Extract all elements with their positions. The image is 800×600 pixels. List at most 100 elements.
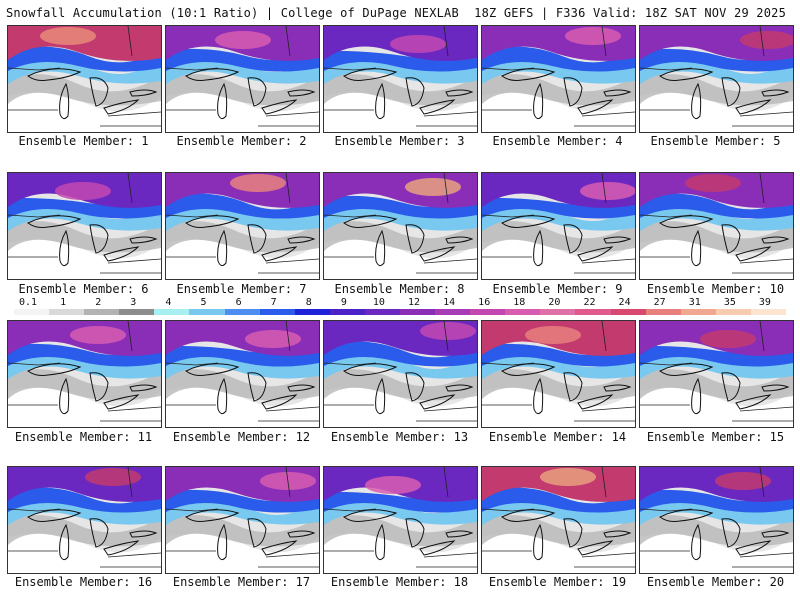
color-scale-swatch — [610, 309, 646, 315]
snowfall-map — [166, 321, 319, 427]
ensemble-member-label: Ensemble Member: 20 — [646, 575, 785, 589]
ensemble-map-panel — [7, 466, 162, 574]
color-scale-swatch — [750, 309, 786, 315]
ensemble-map-panel — [639, 320, 794, 428]
color-scale-swatch — [49, 309, 85, 315]
ensemble-member-label: Ensemble Member: 9 — [492, 282, 623, 296]
color-scale-tick-label: 18 — [513, 297, 526, 308]
ensemble-map-panel — [7, 172, 162, 280]
ensemble-map-panel — [165, 172, 320, 280]
color-scale-tick-label: 16 — [478, 297, 491, 308]
color-scale-swatch — [680, 309, 716, 315]
snowfall-map — [8, 321, 161, 427]
ensemble-map-panel — [7, 320, 162, 428]
ensemble-map-panel — [481, 25, 636, 133]
color-scale-tick-label: 39 — [758, 297, 771, 308]
ensemble-map-panel — [639, 466, 794, 574]
ensemble-map-panel — [323, 466, 478, 574]
snowfall-map — [166, 26, 319, 132]
color-scale-swatch — [435, 309, 471, 315]
snowfall-map — [640, 321, 793, 427]
ensemble-member-label: Ensemble Member: 16 — [14, 575, 153, 589]
ensemble-member-label: Ensemble Member: 10 — [646, 282, 785, 296]
color-scale-tick-label: 9 — [340, 297, 347, 308]
color-scale-tick-label: 31 — [688, 297, 701, 308]
snowfall-map — [324, 26, 477, 132]
snowfall-map — [640, 467, 793, 573]
ensemble-map-panel — [165, 466, 320, 574]
color-scale-tick-label: 2 — [95, 297, 102, 308]
color-scale-swatch — [14, 309, 50, 315]
ensemble-map-panel — [323, 320, 478, 428]
snowfall-map — [324, 173, 477, 279]
snowfall-map — [482, 173, 635, 279]
ensemble-member-label: Ensemble Member: 14 — [488, 430, 627, 444]
color-scale-swatch — [154, 309, 190, 315]
color-scale-tick-label: 4 — [165, 297, 172, 308]
color-scale-tick-label: 3 — [130, 297, 137, 308]
snowfall-color-scale: 0.1 1 2 3 4 5 6 7 8 9 10 12 14 16 18 20 22 24 27 31 35 39 — [14, 297, 786, 317]
color-scale-tick-label: 22 — [583, 297, 596, 308]
ensemble-map-panel — [481, 172, 636, 280]
color-scale-tick-label: 27 — [653, 297, 666, 308]
color-scale-tick-label: 0.1 — [19, 297, 38, 308]
ensemble-member-label: Ensemble Member: 13 — [330, 430, 469, 444]
ensemble-member-label: Ensemble Member: 1 — [18, 134, 149, 148]
ensemble-member-label: Ensemble Member: 7 — [176, 282, 307, 296]
snowfall-map — [482, 26, 635, 132]
color-scale-tick-label: 12 — [408, 297, 421, 308]
snowfall-map — [8, 173, 161, 279]
color-scale-swatch — [364, 309, 400, 315]
ensemble-map-panel — [481, 466, 636, 574]
color-scale-swatch — [224, 309, 260, 315]
ensemble-member-label: Ensemble Member: 8 — [334, 282, 465, 296]
ensemble-member-label: Ensemble Member: 11 — [14, 430, 153, 444]
color-scale-tick-label: 20 — [548, 297, 561, 308]
color-scale-tick-label: 8 — [305, 297, 312, 308]
color-scale-tick-label: 14 — [443, 297, 456, 308]
ensemble-map-panel — [639, 172, 794, 280]
ensemble-member-label: Ensemble Member: 3 — [334, 134, 465, 148]
color-scale-swatch — [575, 309, 611, 315]
snowfall-map — [324, 467, 477, 573]
color-scale-tick-label: 7 — [270, 297, 277, 308]
ensemble-member-label: Ensemble Member: 5 — [650, 134, 781, 148]
color-scale-tick-label: 6 — [235, 297, 242, 308]
color-scale-swatch — [470, 309, 506, 315]
ensemble-member-label: Ensemble Member: 2 — [176, 134, 307, 148]
color-scale-swatch — [505, 309, 541, 315]
color-scale-tick-label: 35 — [723, 297, 736, 308]
snowfall-map — [482, 467, 635, 573]
ensemble-map-panel — [323, 25, 478, 133]
color-scale-tick-label: 24 — [618, 297, 631, 308]
ensemble-map-panel — [165, 320, 320, 428]
color-scale-swatch — [84, 309, 120, 315]
color-scale-swatch — [715, 309, 751, 315]
ensemble-map-panel — [165, 25, 320, 133]
snowfall-map — [640, 26, 793, 132]
snowfall-map — [482, 321, 635, 427]
ensemble-map-panel — [7, 25, 162, 133]
color-scale-swatch — [189, 309, 225, 315]
snowfall-map — [640, 173, 793, 279]
color-scale-swatch — [400, 309, 436, 315]
color-scale-tick-label: 1 — [60, 297, 67, 308]
ensemble-member-label: Ensemble Member: 6 — [18, 282, 149, 296]
color-scale-swatch — [645, 309, 681, 315]
color-scale-tick-label: 5 — [200, 297, 207, 308]
snowfall-map — [324, 321, 477, 427]
chart-title: Snowfall Accumulation (10:1 Ratio) | Col… — [6, 6, 459, 20]
ensemble-map-panel — [639, 25, 794, 133]
snowfall-map — [8, 467, 161, 573]
snowfall-map — [166, 173, 319, 279]
ensemble-member-label: Ensemble Member: 17 — [172, 575, 311, 589]
ensemble-member-label: Ensemble Member: 15 — [646, 430, 785, 444]
color-scale-swatch — [294, 309, 330, 315]
color-scale-swatch — [329, 309, 365, 315]
color-scale-swatch — [540, 309, 576, 315]
run-valid-time: 18Z GEFS | F336 Valid: 18Z SAT NOV 29 20… — [474, 6, 786, 20]
color-scale-swatch — [259, 309, 295, 315]
ensemble-member-label: Ensemble Member: 19 — [488, 575, 627, 589]
color-scale-swatch — [119, 309, 155, 315]
ensemble-member-label: Ensemble Member: 4 — [492, 134, 623, 148]
